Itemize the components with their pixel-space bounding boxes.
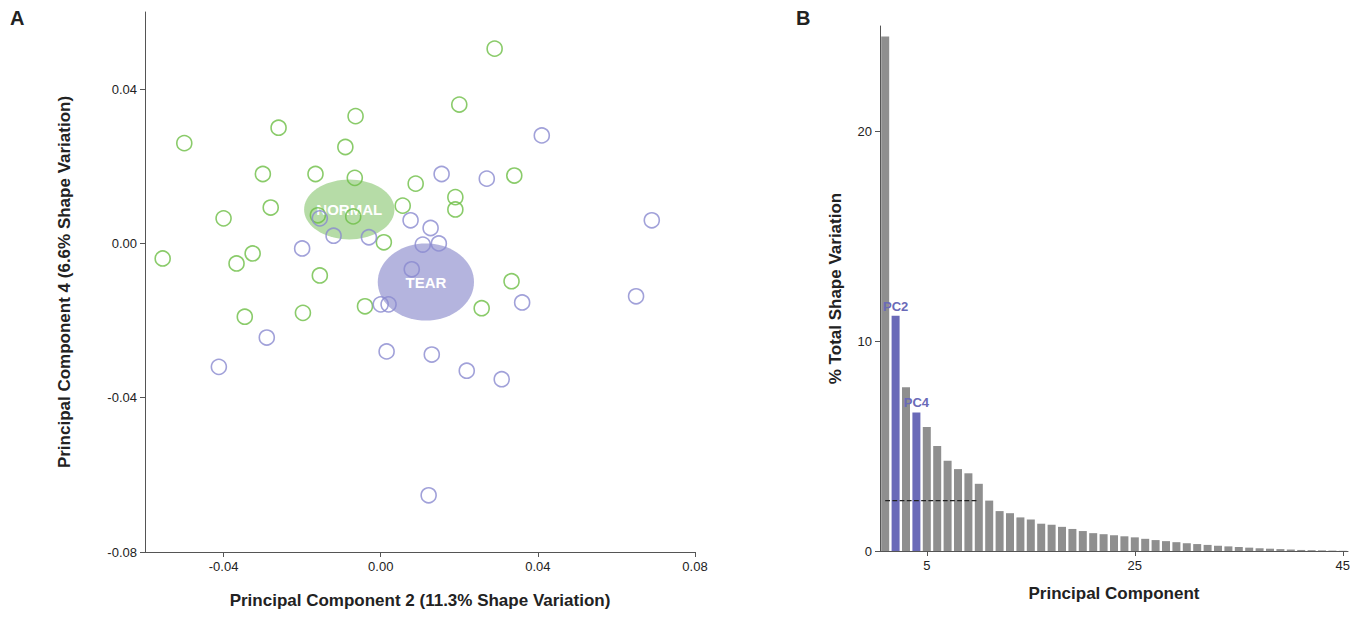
svg-text:0.04: 0.04 (525, 559, 550, 574)
svg-text:-0.08: -0.08 (107, 545, 137, 560)
svg-text:-0.04: -0.04 (209, 559, 239, 574)
svg-text:Principal Component: Principal Component (1029, 584, 1200, 603)
svg-text:10: 10 (858, 334, 872, 349)
svg-text:B: B (796, 7, 810, 29)
svg-text:0.00: 0.00 (112, 236, 137, 251)
svg-text:% Total Shape Variation: % Total Shape Variation (826, 193, 845, 384)
svg-text:-0.04: -0.04 (107, 390, 137, 405)
svg-text:Principal Component 2 (11.3% S: Principal Component 2 (11.3% Shape Varia… (230, 591, 611, 610)
svg-text:A: A (10, 7, 24, 29)
svg-text:0.00: 0.00 (368, 559, 393, 574)
svg-text:0.08: 0.08 (682, 559, 707, 574)
svg-text:45: 45 (1336, 558, 1350, 573)
svg-text:TEAR: TEAR (405, 273, 447, 291)
svg-text:PC2: PC2 (883, 299, 908, 314)
svg-text:0.04: 0.04 (112, 82, 137, 97)
svg-text:25: 25 (1128, 558, 1142, 573)
svg-text:20: 20 (858, 124, 872, 139)
svg-text:NORMAL: NORMAL (316, 201, 383, 218)
svg-text:Principal Component 4 (6.6% Sh: Principal Component 4 (6.6% Shape Variat… (55, 96, 74, 468)
svg-text:PC4: PC4 (904, 395, 930, 410)
svg-text:5: 5 (923, 558, 930, 573)
svg-text:0: 0 (865, 544, 872, 559)
